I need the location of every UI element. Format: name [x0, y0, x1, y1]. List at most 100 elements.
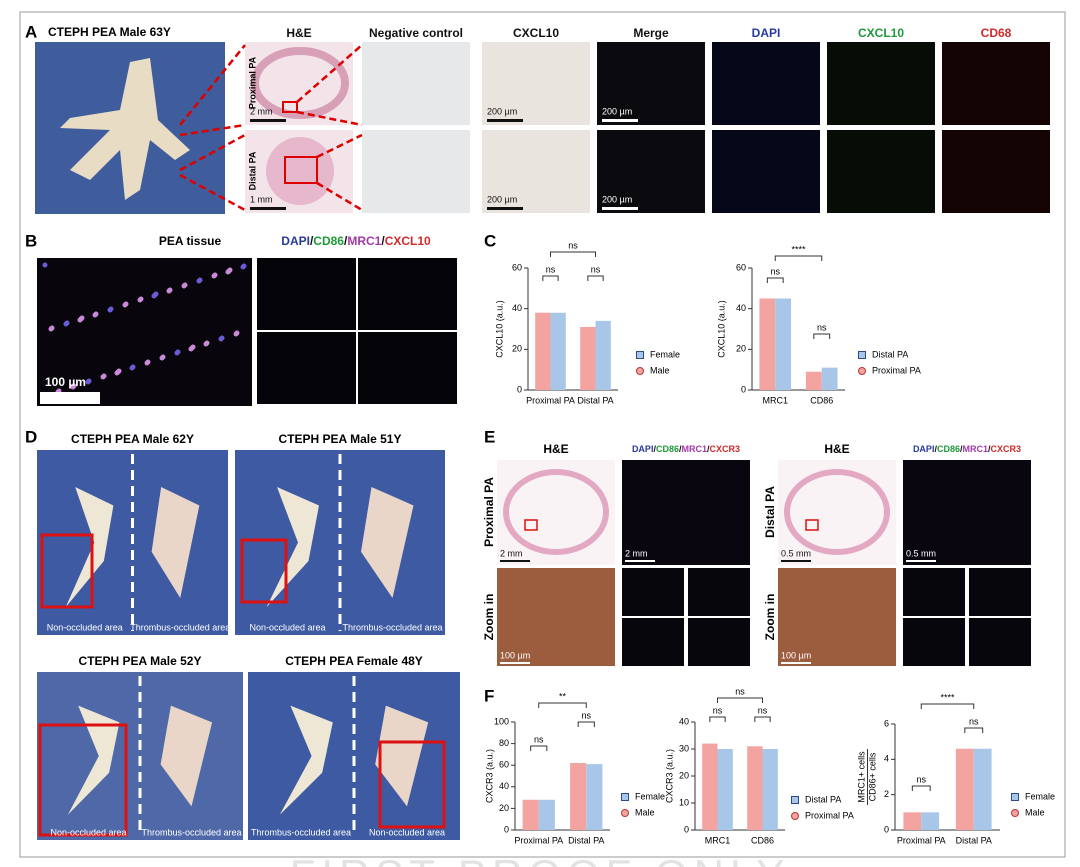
significance-label: ns	[546, 264, 556, 274]
watermark: FIRST PROOF ONLY	[290, 851, 791, 867]
image	[778, 568, 896, 666]
y-axis-label: CXCL10 (a.u.)	[494, 300, 504, 358]
x-tick-label: CD86	[751, 835, 774, 845]
stain-part: /	[310, 234, 314, 248]
bar	[903, 812, 922, 830]
significance-label: ns	[916, 774, 926, 784]
y-tick-label: 30	[679, 743, 689, 753]
y-tick-label: 20	[512, 344, 522, 354]
image	[942, 130, 1050, 213]
legend-label: Male	[635, 807, 655, 817]
cell	[188, 346, 194, 352]
stain-part: CD86	[656, 444, 679, 454]
image	[712, 42, 820, 125]
bar	[973, 748, 992, 830]
y-tick-label: 20	[736, 344, 746, 354]
scale-bar	[40, 392, 100, 404]
image	[903, 618, 965, 666]
image	[497, 568, 615, 666]
significance-bracket	[577, 721, 595, 727]
stain-part: DAPI	[281, 234, 310, 248]
y-tick-label: 0	[504, 824, 509, 834]
stain-label: DAPI/CD86/MRC1/CXCL10	[281, 234, 431, 248]
y-tick-label: 0	[684, 824, 689, 834]
y-axis-label: CXCR3 (a.u.)	[664, 749, 674, 803]
stain-part: CD86	[313, 234, 344, 248]
row-label: Proximal PA	[482, 477, 496, 547]
x-tick-label: Distal PA	[568, 835, 604, 845]
connector	[179, 173, 246, 212]
bar	[702, 743, 718, 830]
photo-caption: Thrombus-occluded area	[130, 622, 230, 632]
connector	[179, 44, 246, 126]
he-section	[784, 469, 890, 555]
significance-label: ****	[940, 692, 955, 702]
scale-bar-label: 200 µm	[487, 194, 517, 204]
cell	[48, 326, 54, 332]
roi-box	[378, 740, 446, 829]
scale-bar	[781, 662, 811, 664]
x-tick-label: MRC1	[762, 395, 788, 405]
stain-part: /	[381, 234, 385, 248]
bar	[762, 749, 778, 830]
y-tick-label: 100	[494, 716, 509, 726]
scale-bar-label: 200 µm	[602, 106, 632, 116]
significance-label: ns	[591, 264, 601, 274]
image	[597, 130, 705, 213]
significance-bracket	[587, 275, 604, 281]
image	[497, 460, 615, 565]
image	[358, 332, 457, 404]
cell	[92, 312, 98, 318]
row-label: Distal PA	[763, 486, 777, 538]
column-header: CD68	[981, 26, 1012, 40]
connector	[179, 133, 246, 172]
significance-label: ns	[969, 716, 979, 726]
column-header: Merge	[633, 26, 669, 40]
image	[362, 130, 470, 213]
stain-part: /	[653, 444, 656, 454]
image	[362, 42, 470, 125]
column-header: CXCL10	[513, 26, 559, 40]
image	[903, 568, 965, 616]
stain-part: MRC1	[347, 234, 381, 248]
image	[257, 332, 356, 404]
photo-title: CTEPH PEA Male 51Y	[279, 432, 402, 446]
panel-title: PEA tissue	[159, 234, 222, 248]
legend-marker	[636, 367, 644, 375]
stain-part: /	[344, 234, 348, 248]
image	[827, 42, 935, 125]
stain-part: /	[988, 444, 991, 454]
cell	[63, 321, 69, 327]
image	[597, 42, 705, 125]
cell	[122, 302, 128, 308]
x-tick-label: MRC1	[705, 835, 731, 845]
roi-box	[40, 533, 94, 609]
image	[969, 618, 1031, 666]
column-header: H&E	[824, 442, 849, 456]
row-label: Zoom in	[763, 594, 777, 641]
cell	[100, 374, 106, 380]
roi-box	[284, 156, 318, 184]
frame	[19, 11, 1066, 858]
scale-bar	[250, 207, 286, 210]
scale-bar	[500, 560, 530, 562]
cell	[144, 360, 150, 366]
stain-part: CXCR3	[991, 444, 1022, 454]
significance-bracket	[538, 702, 587, 708]
specimen	[266, 487, 319, 608]
he-section	[266, 137, 334, 205]
bar	[538, 799, 555, 830]
column-header: Negative control	[369, 26, 463, 40]
bar	[580, 326, 596, 390]
cell	[218, 336, 224, 342]
image	[622, 618, 684, 666]
x-tick-label: Proximal PA	[897, 835, 946, 845]
y-axis-label: CD86+ cells	[867, 752, 877, 801]
scale-bar-label: 0.5 mm	[781, 548, 811, 558]
bar	[759, 298, 776, 390]
cell	[240, 264, 246, 270]
legend-marker	[791, 796, 799, 804]
specimen	[151, 487, 200, 598]
y-tick-label: 6	[884, 718, 889, 728]
photo-caption: Non-occluded area	[47, 622, 123, 632]
